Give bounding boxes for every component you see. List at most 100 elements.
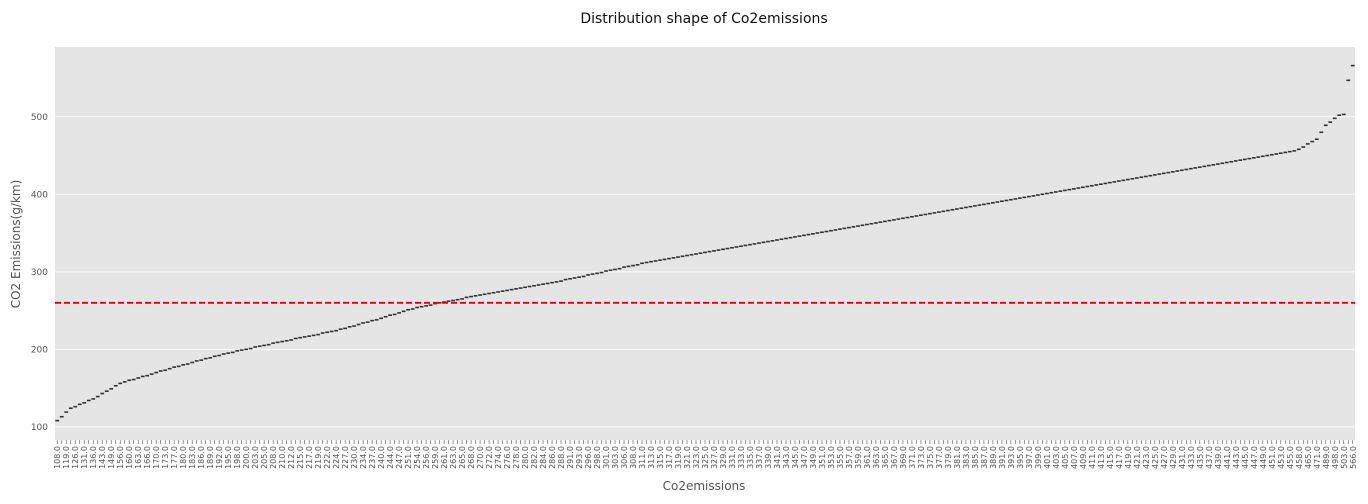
x-tick-label: 280.0: [521, 446, 530, 469]
x-tick-label: 335.0: [746, 446, 755, 469]
x-tick-label: 272.0: [485, 446, 494, 469]
x-tick-label: 323.0: [692, 446, 701, 469]
x-tick-label: 208.0: [269, 446, 278, 469]
x-tick-label: 359.0: [854, 446, 863, 469]
x-tick-label: 397.0: [1025, 446, 1034, 469]
y-axis-ticks: 100 200 300 400 500: [31, 113, 48, 433]
x-tick-label: 329.0: [719, 446, 728, 469]
x-tick-label: 247.0: [395, 446, 404, 469]
x-tick-label: 224.0: [332, 446, 341, 469]
x-tick-label: 156.0: [116, 446, 125, 469]
x-tick-label: 183.0: [188, 446, 197, 469]
x-tick-label: 215.0: [296, 446, 305, 469]
x-tick-label: 357.0: [845, 446, 854, 469]
x-tick-label: 447.0: [1250, 446, 1259, 469]
x-tick-label: 451.0: [1268, 446, 1277, 469]
x-tick-label: 331.0: [728, 446, 737, 469]
x-tick-label: 198.0: [233, 446, 242, 469]
x-tick-label: 381.0: [953, 446, 962, 469]
x-tick-label: 371.0: [908, 446, 917, 469]
x-tick-label: 429.0: [1169, 446, 1178, 469]
x-tick-label: 126.0: [71, 446, 80, 469]
x-tick-label: 317.0: [665, 446, 674, 469]
x-axis-label: Co2emissions: [663, 479, 746, 493]
x-tick-label: 391.0: [998, 446, 1007, 469]
x-tick-label: 261.0: [440, 446, 449, 469]
y-tick-label: 100: [31, 423, 48, 433]
box-series: [55, 64, 1355, 422]
y-axis-label: CO2 Emissions(g/km): [9, 180, 23, 309]
x-tick-label: 119.0: [62, 446, 71, 469]
x-tick-label: 293.0: [575, 446, 584, 469]
x-tick-label: 203.0: [251, 446, 260, 469]
x-tick-label: 189.0: [206, 446, 215, 469]
x-tick-label: 458.0: [1295, 446, 1304, 469]
x-tick-label: 349.0: [809, 446, 818, 469]
x-tick-label: 251.0: [404, 446, 413, 469]
x-tick-label: 160.0: [125, 446, 134, 469]
x-tick-label: 375.0: [926, 446, 935, 469]
x-tick-label: 361.0: [863, 446, 872, 469]
x-tick-label: 217.0: [305, 446, 314, 469]
x-tick-label: 403.0: [1052, 446, 1061, 469]
y-tick-label: 200: [31, 345, 48, 355]
x-tick-label: 240.0: [377, 446, 386, 469]
x-tick-label: 503.0: [1340, 446, 1349, 469]
x-tick-label: 308.0: [629, 446, 638, 469]
x-tick-label: 443.0: [1232, 446, 1241, 469]
x-tick-label: 351.0: [818, 446, 827, 469]
x-tick-label: 453.0: [1277, 446, 1286, 469]
x-tick-label: 465.0: [1304, 446, 1313, 469]
x-tick-label: 407.0: [1070, 446, 1079, 469]
x-tick-label: 343.0: [782, 446, 791, 469]
x-tick-label: 301.0: [602, 446, 611, 469]
x-tick-label: 263.0: [449, 446, 458, 469]
y-tick-label: 300: [31, 268, 48, 278]
x-tick-label: 379.0: [944, 446, 953, 469]
x-tick-label: 417.0: [1115, 446, 1124, 469]
x-tick-label: 315.0: [656, 446, 665, 469]
x-tick-label: 415.0: [1106, 446, 1115, 469]
x-tick-label: 180.0: [179, 446, 188, 469]
x-tick-label: 212.0: [287, 446, 296, 469]
x-tick-label: 399.0: [1034, 446, 1043, 469]
x-tick-label: 419.0: [1124, 446, 1133, 469]
x-tick-label: 437.0: [1205, 446, 1214, 469]
x-tick-label: 341.0: [773, 446, 782, 469]
x-tick-label: 413.0: [1097, 446, 1106, 469]
x-tick-label: 186.0: [197, 446, 206, 469]
plot-panel: [55, 47, 1355, 440]
x-tick-label: 270.0: [476, 446, 485, 469]
x-tick-label: 284.0: [539, 446, 548, 469]
x-tick-label: 296.0: [584, 446, 593, 469]
x-tick-label: 303.0: [611, 446, 620, 469]
x-tick-label: 177.0: [170, 446, 179, 469]
x-tick-label: 313.0: [647, 446, 656, 469]
x-tick-label: 254.0: [413, 446, 422, 469]
x-tick-label: 363.0: [872, 446, 881, 469]
x-tick-label: 311.0: [638, 446, 647, 469]
x-tick-label: 369.0: [899, 446, 908, 469]
x-tick-label: 423.0: [1142, 446, 1151, 469]
x-tick-label: 377.0: [935, 446, 944, 469]
x-tick-label: 411.0: [1088, 446, 1097, 469]
x-tick-label: 455.0: [1286, 446, 1295, 469]
x-tick-label: 409.0: [1079, 446, 1088, 469]
x-tick-label: 383.0: [962, 446, 971, 469]
grid-lines: [55, 116, 1355, 428]
chart-title: Distribution shape of Co2emissions: [580, 11, 827, 27]
x-tick-label: 108.0: [53, 446, 62, 469]
x-tick-label: 288.0: [557, 446, 566, 469]
x-tick-label: 274.0: [494, 446, 503, 469]
x-tick-label: 337.0: [755, 446, 764, 469]
x-tick-label: 393.0: [1007, 446, 1016, 469]
x-tick-label: 395.0: [1016, 446, 1025, 469]
x-tick-label: 166.0: [143, 446, 152, 469]
x-tick-label: 405.0: [1061, 446, 1070, 469]
x-tick-label: 498.0: [1331, 446, 1340, 469]
x-tick-label: 333.0: [737, 446, 746, 469]
x-tick-label: 131.0: [80, 446, 89, 469]
x-tick-label: 339.0: [764, 446, 773, 469]
x-tick-label: 227.0: [341, 446, 350, 469]
